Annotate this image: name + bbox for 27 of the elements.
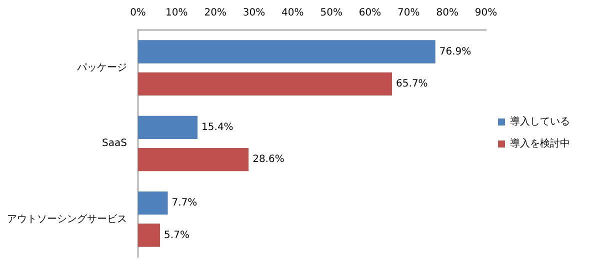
data-label: 7.7% — [172, 198, 198, 209]
bar — [138, 72, 392, 96]
x-tick-label: 20% — [204, 8, 226, 19]
x-tick-label: 30% — [242, 8, 266, 19]
bar — [138, 224, 160, 247]
legend-label: 導入を検討中 — [510, 138, 570, 150]
x-tick-label: 40% — [282, 8, 304, 19]
data-label: 15.4% — [202, 122, 234, 134]
data-label: 5.7% — [164, 230, 190, 241]
legend-label: 導入している — [510, 116, 570, 128]
x-tick-label: 10% — [166, 8, 188, 19]
x-tick-label: 90% — [474, 8, 498, 19]
bar — [138, 116, 198, 139]
y-tick-label: SaaS — [102, 138, 127, 150]
x-tick-label: 50% — [320, 8, 342, 19]
data-label: 76.9% — [439, 46, 472, 58]
bar — [138, 40, 436, 64]
data-label: 28.6% — [252, 154, 284, 166]
y-tick-label: アウトソーシングサービス — [7, 214, 127, 225]
bar — [138, 148, 249, 172]
x-tick-label: 70% — [398, 8, 420, 19]
y-tick-label: パッケージ — [76, 62, 127, 74]
data-label: 65.7% — [396, 78, 428, 90]
x-tick-label: 0% — [130, 8, 146, 19]
bar — [138, 192, 168, 215]
x-tick-label: 60% — [358, 8, 382, 19]
x-tick-label: 80% — [436, 8, 458, 19]
